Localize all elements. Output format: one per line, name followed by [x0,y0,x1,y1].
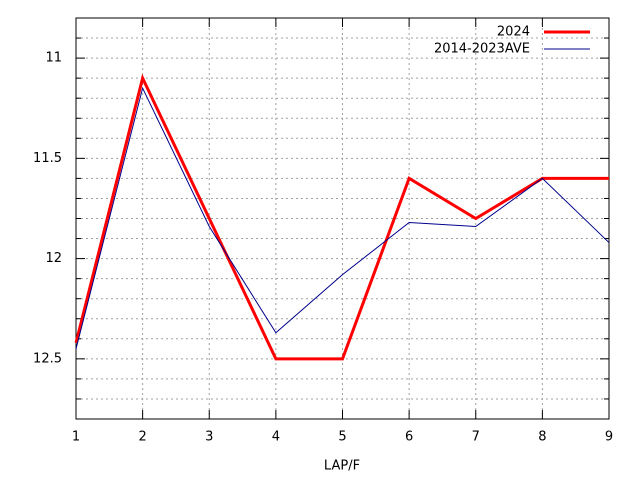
x-tick-label: 4 [272,430,280,445]
legend-label: 2014-2023AVE [434,42,530,57]
x-tick-label: 6 [405,430,413,445]
plot-border [75,17,610,420]
x-tick-label: 7 [472,430,480,445]
x-axis-label: LAP/F [324,459,360,474]
y-tick-label: 12.5 [33,351,62,366]
x-tick-label: 9 [605,430,613,445]
legend-label: 2024 [497,25,530,40]
x-tick-label: 2 [138,430,146,445]
y-tick-label: 11.5 [33,151,62,166]
x-tick-label: 1 [72,430,80,445]
x-tick-label: 8 [538,430,546,445]
data-line [75,86,610,349]
y-tick-label: 12 [45,251,62,266]
data-line [74,73,609,361]
x-tick-label: 5 [338,430,346,445]
x-tick-label: 3 [205,430,213,445]
y-tick-label: 11 [45,51,62,66]
